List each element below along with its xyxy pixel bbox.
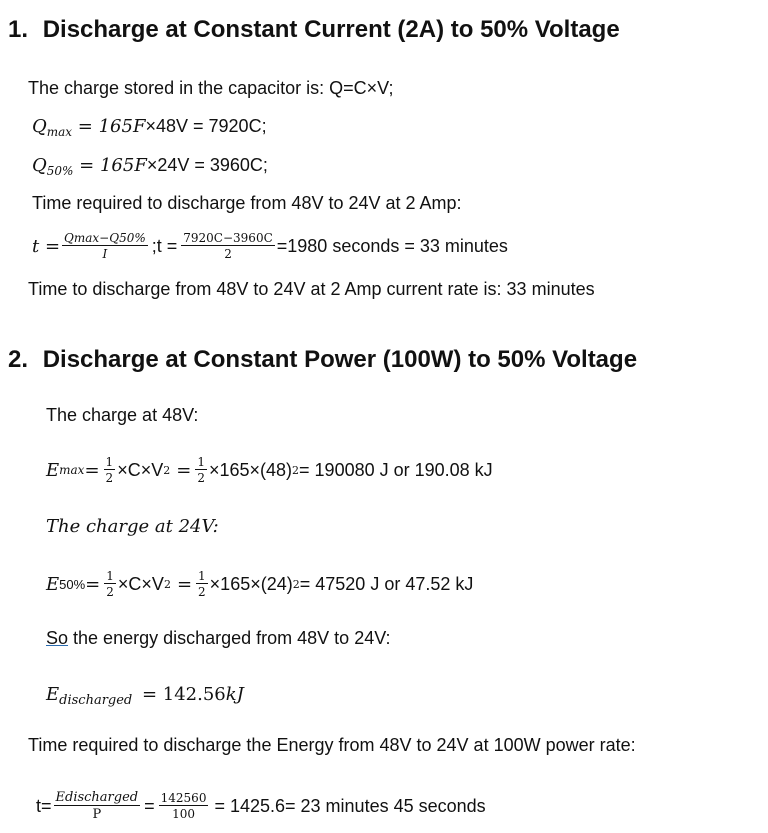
fraction-values: 7920C−3960C 2 [181, 232, 275, 260]
section-number: 2. [8, 346, 29, 373]
so-word: So [46, 628, 69, 648]
equals: = [84, 459, 100, 481]
equals: = [73, 155, 100, 176]
denominator: 2 [198, 585, 206, 599]
equals: = [176, 459, 192, 481]
cv-term: ×C×V [117, 459, 164, 480]
numerator: 142560 [158, 791, 209, 806]
section-title: Discharge at Constant Current (2A) to 50… [42, 16, 620, 43]
expression: 165F [99, 155, 147, 176]
energy-discharged-text: So the energy discharged from 48V to 24V… [46, 628, 391, 649]
subscript: max [59, 463, 85, 477]
numerator: Edischarged [53, 790, 141, 806]
time-formula: t = Qmax−Q50% I ;t = 7920C−3960C 2 =1980… [32, 226, 508, 266]
conclusion-text: Time to discharge from 48V to 24V at 2 A… [28, 279, 595, 299]
charge-48v-text: The charge at 48V: [46, 405, 199, 425]
edischarged-equation: Edischarged = 142.56kJ [46, 684, 244, 708]
cv-term: ×C×V [117, 573, 164, 594]
calculation: ×165×(24) [209, 573, 293, 594]
numerator: Qmax−Q50% [62, 231, 148, 246]
exponent: 2 [163, 463, 171, 477]
denominator: 2 [106, 585, 114, 599]
equals: = [85, 573, 101, 595]
numerator: 1 [196, 569, 208, 584]
expression-rest: ×24V = 3960C; [146, 155, 268, 175]
section-heading-2: 2. Discharge at Constant Power (100W) to… [8, 346, 637, 374]
section-title: Discharge at Constant Power (100W) to 50… [42, 346, 638, 373]
numerator: 1 [103, 455, 116, 470]
formula-result: =1980 seconds = 33 minutes [276, 235, 508, 256]
qmax-equation: Qmax = 165F×48V = 7920C; [32, 116, 267, 139]
formula-result: = 1425.6= 23 minutes 45 seconds [214, 795, 486, 816]
result: = 47520 J or 47.52 kJ [299, 573, 474, 594]
section-heading-1: 1. Discharge at Constant Current (2A) to… [8, 16, 620, 44]
subscript: max [46, 125, 73, 139]
unit: kJ [225, 684, 244, 705]
equals: = [176, 573, 193, 595]
symbol: E [46, 459, 60, 481]
subscript: 50% [46, 164, 74, 178]
equals: = [144, 795, 155, 816]
denominator: P [92, 807, 102, 822]
expression-rest: ×48V = 7920C; [145, 116, 267, 136]
time-required-energy-text: Time required to discharge the Energy fr… [28, 735, 636, 755]
fraction-values: 142560 100 [158, 791, 209, 821]
numerator: 1 [195, 455, 207, 470]
denominator: 2 [224, 247, 232, 261]
fraction: Qmax−Q50% I [62, 232, 148, 260]
symbol: E [46, 684, 60, 705]
final-formula: t= Edischarged P = 142560 100 = 1425.6= … [36, 786, 486, 826]
exponent: 2 [163, 577, 171, 591]
charge-24v-text: The charge at 24V: [46, 516, 219, 537]
fraction: Edischarged P [53, 790, 141, 822]
symbol: Q [32, 116, 47, 137]
denominator: I [102, 247, 108, 261]
subscript: discharged [59, 693, 133, 708]
subscript: 50% [59, 576, 86, 592]
symbol: Q [32, 155, 47, 176]
formula-lhs: t = [32, 235, 61, 257]
section-number: 1. [8, 16, 29, 43]
symbol: E [46, 573, 60, 595]
separator: ;t = [151, 235, 178, 256]
sentence-rest: the energy discharged from 48V to 24V: [68, 628, 391, 648]
equals: = [72, 116, 99, 137]
formula-lhs: t= [36, 795, 52, 816]
exponent: 2 [292, 577, 300, 591]
result: = 190080 J or 190.08 kJ [299, 459, 493, 480]
exponent: 2 [292, 463, 300, 477]
value: = 142.56 [136, 684, 226, 705]
numerator: 1 [104, 569, 116, 584]
q50-equation: Q50% = 165F×24V = 3960C; [32, 155, 268, 178]
time-required-text: Time required to discharge from 48V to 2… [32, 193, 462, 213]
denominator: 2 [197, 471, 205, 485]
intro-text: The charge stored in the capacitor is: Q… [28, 78, 394, 98]
denominator: 100 [172, 807, 195, 821]
denominator: 2 [105, 471, 114, 485]
expression: 165F [98, 116, 146, 137]
calculation: ×165×(48) [208, 459, 293, 480]
numerator: 7920C−3960C [181, 231, 275, 246]
